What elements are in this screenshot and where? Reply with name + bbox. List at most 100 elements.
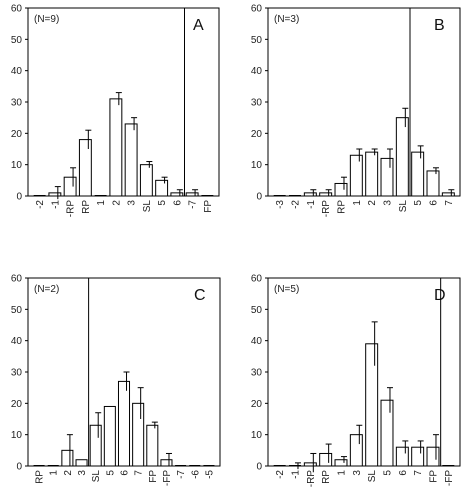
x-tick-label: 7 (413, 470, 424, 476)
x-tick-label: SL (367, 470, 378, 483)
bar (139, 164, 153, 197)
bar (303, 192, 317, 197)
x-tick-label: 1 (352, 200, 363, 206)
bar (365, 151, 379, 197)
panel-B: 0 10 20 30 40 50 60 (N=3) B -3 -2 -1 -RP RP 1 2 3 SL 5 6 7 (251, 4, 461, 218)
panel-A: 0 10 20 30 40 50 60 (N=9) A -2 -1 -RP RP 1 2 3 SL 5 6 -7 FP (11, 4, 220, 218)
bar (155, 179, 169, 197)
bar (146, 424, 159, 467)
x-tick-label: -FP (444, 470, 455, 486)
bar (185, 192, 199, 197)
y-tick-label: 30 (251, 368, 263, 379)
x-tick-label: -FP (162, 470, 173, 486)
y-tick-label: 60 (251, 274, 263, 285)
x-tick-label: 6 (398, 470, 409, 476)
bar (78, 139, 92, 197)
y-tick-label: 10 (251, 430, 263, 441)
y-tick-label: 60 (251, 4, 263, 15)
x-tick-label: 2 (367, 200, 378, 206)
panel-letter: D (434, 287, 446, 304)
y-tick-label: 0 (256, 192, 262, 203)
x-tick-label: 2 (63, 470, 74, 476)
x-tick-label: FP (148, 470, 159, 483)
y-tick-label: 60 (11, 4, 23, 15)
y-tick-label: 40 (251, 66, 263, 77)
y-tick-label: 40 (11, 66, 23, 77)
bar (334, 182, 348, 197)
y-tick-label: 50 (251, 35, 263, 46)
sample-size-label: (N=3) (274, 14, 299, 25)
bar (334, 459, 348, 467)
plot-frame (267, 277, 461, 467)
x-tick-label: -RP (306, 470, 317, 488)
bar (63, 176, 77, 197)
y-tick-label: 20 (11, 129, 23, 140)
bar (380, 399, 394, 467)
x-tick-label: 3 (77, 470, 88, 476)
x-tick-label: RP (81, 200, 92, 214)
sample-size-label: (N=9) (34, 14, 59, 25)
panel-letter: A (193, 17, 204, 34)
x-tick-label: 5 (105, 470, 116, 476)
bar (319, 192, 333, 197)
y-tick-label: 40 (11, 336, 23, 347)
y-tick-label: 50 (251, 305, 263, 316)
x-tick-label: -RP (321, 200, 332, 218)
y-tick-label: 50 (11, 305, 23, 316)
x-tick-label: -1 (291, 470, 302, 479)
panel-C: 0 10 20 30 40 50 60 (N=2) C RP 1 2 3 SL 5 6 7 FP -FP -7 -6 -5 (11, 274, 221, 486)
x-tick-label: 6 (429, 200, 440, 206)
y-tick-label: 0 (256, 462, 262, 473)
sample-size-label: (N=5) (274, 284, 299, 295)
bar (124, 123, 138, 197)
bar (132, 402, 145, 467)
y-tick-label: 20 (251, 129, 263, 140)
y-tick-label: 40 (251, 336, 263, 347)
y-tick-label: 20 (11, 399, 23, 410)
x-tick-label: -2 (291, 200, 302, 209)
bar (160, 459, 173, 467)
x-tick-label: -1 (50, 200, 61, 209)
y-tick-label: 60 (11, 274, 23, 285)
y-tick-label: 10 (251, 160, 263, 171)
x-tick-label: 5 (383, 470, 394, 476)
bar (103, 405, 116, 467)
x-tick-label: 3 (383, 200, 394, 206)
x-tick-label: 7 (444, 200, 455, 206)
x-tick-label: -5 (204, 470, 215, 479)
x-tick-label: RP (321, 470, 332, 484)
x-tick-label: -2 (35, 200, 46, 209)
x-tick-label: 2 (111, 200, 122, 206)
bar (380, 157, 394, 197)
bar (395, 117, 409, 197)
bar (426, 446, 440, 467)
x-tick-label: -6 (190, 470, 201, 479)
y-tick-label: 30 (251, 98, 263, 109)
y-tick-label: 30 (11, 368, 23, 379)
bar (426, 170, 440, 197)
x-tick-label: SL (398, 200, 409, 213)
bar (303, 462, 317, 467)
plot-frame (267, 7, 461, 197)
x-tick-label: -RP (66, 200, 77, 218)
x-tick-label: 6 (120, 470, 131, 476)
panel-letter: B (434, 17, 445, 34)
x-tick-label: SL (91, 470, 102, 483)
x-tick-label: 6 (172, 200, 183, 206)
bar (89, 424, 102, 467)
plot-frame (27, 7, 220, 197)
x-tick-label: -7 (188, 200, 199, 209)
x-tick-label: 1 (337, 470, 348, 476)
bar (395, 446, 409, 467)
y-tick-label: 30 (11, 98, 23, 109)
bar (411, 446, 425, 467)
x-tick-label: 5 (413, 200, 424, 206)
panel-D: 0 10 20 30 40 50 60 (N=5) D -2 -1 -RP RP 1 3 SL 5 6 7 FP -FP (251, 274, 461, 488)
x-tick-label: FP (429, 470, 440, 483)
x-tick-label: 3 (352, 470, 363, 476)
bar (117, 380, 131, 467)
sample-size-label: (N=2) (34, 284, 59, 295)
x-tick-label: -3 (275, 200, 286, 209)
bar (349, 154, 363, 197)
